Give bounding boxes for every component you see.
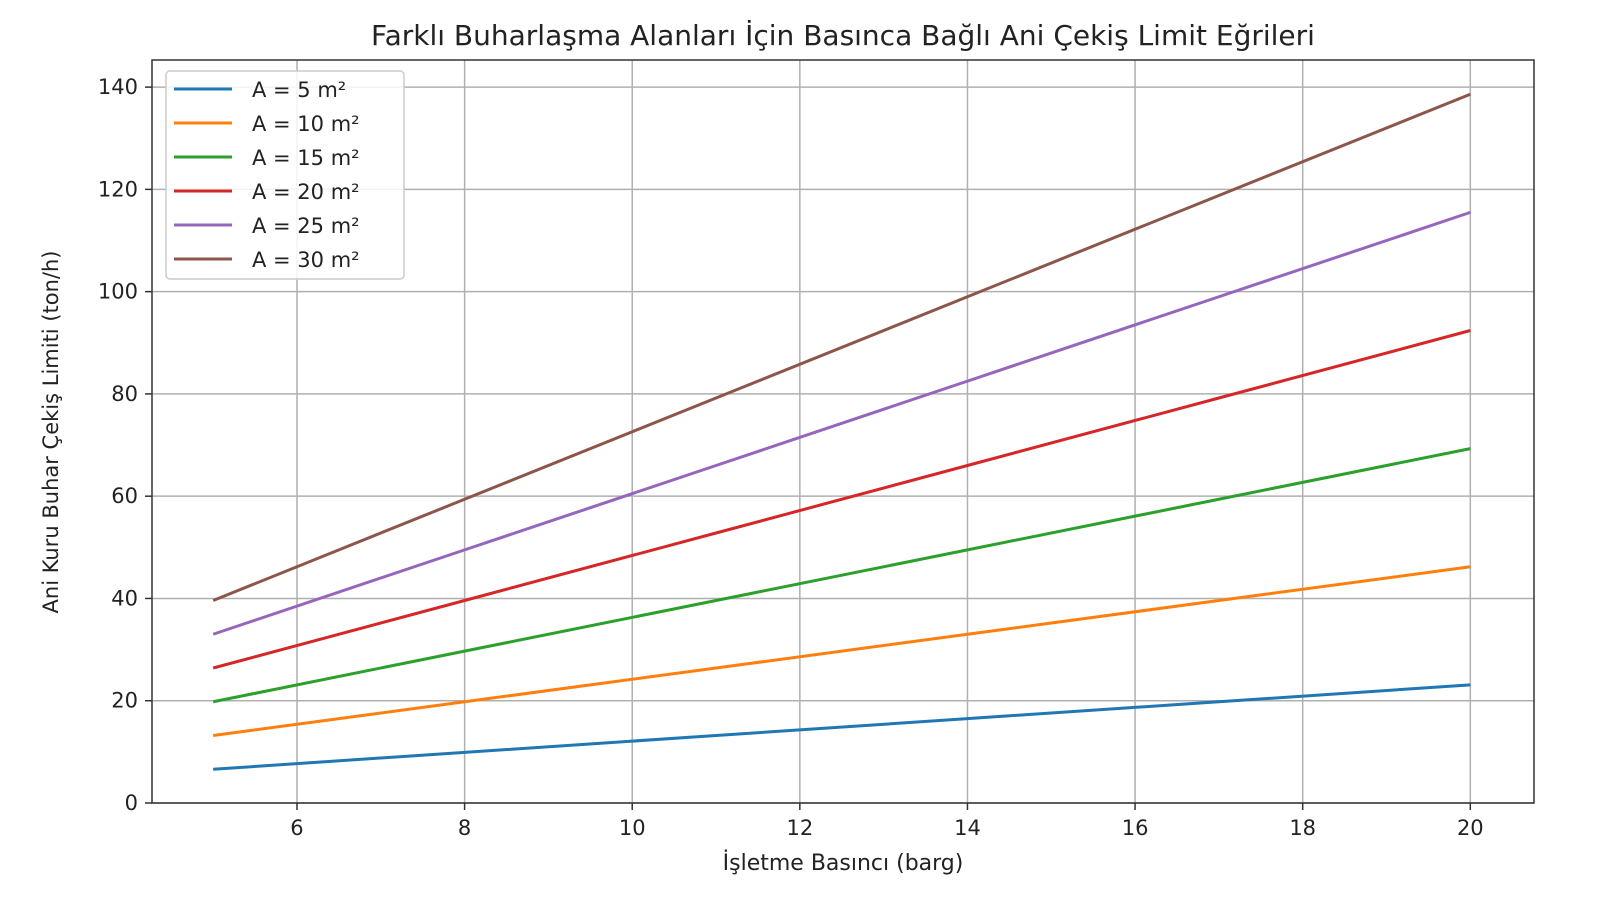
x-tick-label: 12: [786, 816, 813, 840]
y-tick-label: 40: [111, 586, 138, 610]
x-tick-label: 14: [954, 816, 981, 840]
series-lines: [212, 92, 1471, 771]
y-tick-label: 60: [111, 484, 138, 508]
legend-label: A = 15 m²: [252, 146, 360, 170]
legend-label: A = 10 m²: [252, 112, 360, 136]
x-tick-label: 20: [1457, 816, 1484, 840]
plot-frame: [151, 59, 1535, 804]
y-tick-label: 20: [111, 689, 138, 713]
legend-label: A = 20 m²: [252, 180, 360, 204]
y-tick-label: 0: [125, 791, 138, 815]
y-tick-label: 140: [98, 75, 138, 99]
x-tick-label: 6: [290, 816, 303, 840]
x-tick-label: 18: [1289, 816, 1316, 840]
series-line: [212, 565, 1471, 737]
x-tick-label: 8: [458, 816, 471, 840]
y-tick-label: 120: [98, 177, 138, 201]
series-line: [212, 447, 1471, 704]
chart-title: Farklı Buharlaşma Alanları İçin Basınca …: [371, 19, 1315, 52]
x-tick-label: 10: [619, 816, 646, 840]
x-axis-label: İşletme Basıncı (barg): [723, 850, 964, 876]
x-tick-label: 16: [1122, 816, 1149, 840]
legend-label: A = 25 m²: [252, 214, 360, 238]
series-line: [212, 92, 1471, 602]
grid: [152, 60, 1534, 804]
series-line: [212, 210, 1471, 636]
legend: A = 5 m² A = 10 m² A = 15 m² A = 20 m² A = 2…: [165, 70, 405, 280]
x-axis-ticks: 6 8 10 12 14 16 18 20: [290, 803, 1484, 840]
y-axis-label: Ani Kuru Buhar Çekiş Limiti (ton/h): [39, 251, 63, 614]
legend-label: A = 5 m²: [252, 78, 346, 102]
legend-label: A = 30 m²: [252, 248, 360, 272]
y-tick-label: 100: [98, 280, 138, 304]
series-line: [212, 329, 1471, 670]
y-tick-label: 80: [111, 382, 138, 406]
y-axis-ticks: 0 20 40 60 80 100 120 140: [98, 75, 152, 815]
series-line: [213, 683, 1471, 771]
